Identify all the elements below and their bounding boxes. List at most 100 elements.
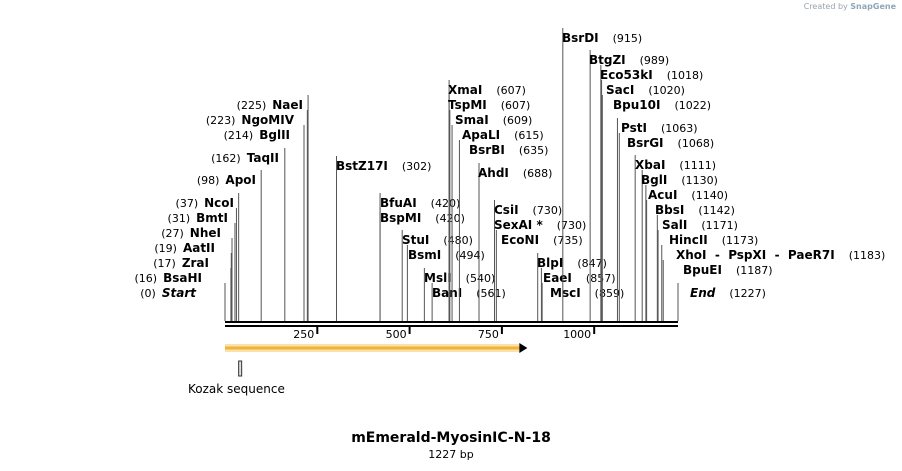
enzyme-site-bgli-position: (1130) xyxy=(681,174,718,187)
enzyme-site-saci-label[interactable]: SacI xyxy=(606,83,634,97)
enzyme-site-msli-position: (540) xyxy=(466,272,496,285)
enzyme-site-tspmi-label[interactable]: TspMI xyxy=(448,98,487,112)
ruler-tick-label: 750 xyxy=(478,328,499,341)
enzyme-site-xhoi-pspxi-paer7i-position: (1183) xyxy=(849,249,886,262)
enzyme-site-xmai-position: (607) xyxy=(496,84,526,97)
enzyme-site-tspmi-position: (607) xyxy=(501,99,531,112)
enzyme-site-aatii-label[interactable]: AatII xyxy=(183,241,215,255)
enzyme-site-bsmi-position: (494) xyxy=(455,249,485,262)
enzyme-site-aatii-position: (19) xyxy=(154,242,177,255)
enzyme-site-msci-position: (859) xyxy=(595,287,625,300)
enzyme-site-bpuei-position: (1187) xyxy=(736,264,773,277)
enzyme-site-bbsi-position: (1142) xyxy=(698,204,735,217)
enzyme-site-taqii-label[interactable]: TaqII xyxy=(247,151,279,165)
enzyme-site-sexai-position: (730) xyxy=(557,219,587,232)
enzyme-site-acui-position: (1140) xyxy=(691,189,728,202)
enzyme-site-xhoi-pspxi-paer7i-label[interactable]: XhoI - PspXI - PaeR7I xyxy=(676,248,835,262)
map-title: mEmerald-MyosinIC-N-18 xyxy=(351,430,551,446)
enzyme-site-eco53ki-position: (1018) xyxy=(667,69,704,82)
enzyme-site-xbai-label[interactable]: XbaI xyxy=(635,158,665,172)
enzyme-site-bgli-label[interactable]: BglI xyxy=(641,173,667,187)
enzyme-site-sexai-label[interactable]: SexAI * xyxy=(494,218,543,232)
enzyme-site-start-label[interactable]: Start xyxy=(162,286,197,300)
enzyme-site-bsahi-label[interactable]: BsaHI xyxy=(163,271,202,285)
enzyme-site-blpi-label[interactable]: BlpI xyxy=(537,256,563,270)
kozak-feature[interactable] xyxy=(238,360,243,377)
enzyme-site-bfuai-label[interactable]: BfuAI xyxy=(380,196,417,210)
enzyme-site-nhei-position: (27) xyxy=(161,227,184,240)
ruler-tick-label: 250 xyxy=(293,328,314,341)
ruler-tick-label: 1000 xyxy=(563,328,591,341)
enzyme-site-hincii-position: (1173) xyxy=(722,234,759,247)
enzyme-site-msci-label[interactable]: MscI xyxy=(550,286,581,300)
enzyme-site-nhei-label[interactable]: NheI xyxy=(190,226,221,240)
enzyme-site-ncoi-position: (37) xyxy=(176,197,199,210)
enzyme-site-psti-position: (1063) xyxy=(661,122,698,135)
enzyme-site-xbai-position: (1111) xyxy=(679,159,716,172)
enzyme-site-bstz17i-position: (302) xyxy=(402,160,432,173)
enzyme-site-bani-label[interactable]: BanI xyxy=(432,286,462,300)
enzyme-site-ncoi-label[interactable]: NcoI xyxy=(204,196,234,210)
enzyme-site-apali-label[interactable]: ApaLI xyxy=(462,128,500,142)
enzyme-site-sali-label[interactable]: SalI xyxy=(662,218,687,232)
enzyme-site-hincii-label[interactable]: HincII xyxy=(669,233,708,247)
enzyme-site-econi-position: (735) xyxy=(553,234,583,247)
enzyme-site-bmti-label[interactable]: BmtI xyxy=(196,211,228,225)
enzyme-site-xmai-label[interactable]: XmaI xyxy=(448,83,482,97)
enzyme-site-apoi-label[interactable]: ApoI xyxy=(225,173,256,187)
enzyme-site-ahdi-position: (688) xyxy=(523,167,553,180)
enzyme-site-smai-label[interactable]: SmaI xyxy=(455,113,489,127)
map-length: 1227 bp xyxy=(428,448,474,461)
enzyme-site-end-position: (1227) xyxy=(729,287,766,300)
enzyme-site-bsmi-label[interactable]: BsmI xyxy=(408,248,441,262)
enzyme-site-bspmi-label[interactable]: BspMI xyxy=(380,211,421,225)
enzyme-site-sali-position: (1171) xyxy=(701,219,738,232)
snapgene-brand[interactable]: SnapGene xyxy=(850,2,896,11)
enzyme-site-btgzi-label[interactable]: BtgZI xyxy=(589,53,626,67)
enzyme-site-end-label[interactable]: End xyxy=(690,286,716,300)
enzyme-site-bsrdi-position: (915) xyxy=(613,32,643,45)
enzyme-site-naei-position: (225) xyxy=(237,99,267,112)
enzyme-site-bpu10i-position: (1022) xyxy=(674,99,711,112)
enzyme-site-blpi-position: (847) xyxy=(577,257,607,270)
enzyme-site-bsrdi-label[interactable]: BsrDI xyxy=(562,31,599,45)
enzyme-site-bbsi-label[interactable]: BbsI xyxy=(655,203,684,217)
enzyme-site-bani-position: (561) xyxy=(476,287,506,300)
enzyme-site-bsrgi-label[interactable]: BsrGI xyxy=(627,136,664,150)
enzyme-site-csii-label[interactable]: CsiI xyxy=(494,203,519,217)
enzyme-site-apali-position: (615) xyxy=(514,129,544,142)
enzyme-site-bmti-position: (31) xyxy=(168,212,191,225)
enzyme-site-zrai-label[interactable]: ZraI xyxy=(182,256,209,270)
enzyme-site-msli-label[interactable]: MslI xyxy=(424,271,452,285)
enzyme-site-start-position: (0) xyxy=(140,287,156,300)
enzyme-site-naei-label[interactable]: NaeI xyxy=(272,98,303,112)
enzyme-site-econi-label[interactable]: EcoNI xyxy=(501,233,539,247)
enzyme-site-csii-position: (730) xyxy=(533,204,563,217)
enzyme-site-stui-position: (480) xyxy=(443,234,473,247)
orf-arrow-head xyxy=(519,343,528,353)
enzyme-site-eco53ki-label[interactable]: Eco53kI xyxy=(600,68,653,82)
enzyme-site-apoi-position: (98) xyxy=(197,174,220,187)
enzyme-site-eaei-label[interactable]: EaeI xyxy=(543,271,572,285)
enzyme-site-bstz17i-label[interactable]: BstZ17I xyxy=(336,159,388,173)
enzyme-site-bfuai-position: (420) xyxy=(431,197,461,210)
enzyme-site-ngomiv-position: (223) xyxy=(206,114,236,127)
enzyme-site-bsrgi-position: (1068) xyxy=(678,137,715,150)
enzyme-site-zrai-position: (17) xyxy=(153,257,176,270)
enzyme-site-taqii-position: (162) xyxy=(211,152,241,165)
enzyme-site-bpuei-label[interactable]: BpuEI xyxy=(683,263,722,277)
enzyme-site-stui-label[interactable]: StuI xyxy=(402,233,429,247)
enzyme-site-psti-label[interactable]: PstI xyxy=(621,121,647,135)
enzyme-site-ahdi-label[interactable]: AhdI xyxy=(478,166,509,180)
enzyme-site-acui-label[interactable]: AcuI xyxy=(648,188,677,202)
feature-label-kozak[interactable]: Kozak sequence xyxy=(188,382,285,396)
credit: Created by SnapGene xyxy=(804,2,896,11)
enzyme-site-saci-position: (1020) xyxy=(648,84,685,97)
enzyme-site-bsrbi-label[interactable]: BsrBI xyxy=(469,143,505,157)
enzyme-site-smai-position: (609) xyxy=(503,114,533,127)
enzyme-site-bglii-label[interactable]: BglII xyxy=(259,128,290,142)
enzyme-site-bpu10i-label[interactable]: Bpu10I xyxy=(613,98,660,112)
enzyme-site-ngomiv-label[interactable]: NgoMIV xyxy=(241,113,294,127)
ruler-tick-label: 500 xyxy=(386,328,407,341)
